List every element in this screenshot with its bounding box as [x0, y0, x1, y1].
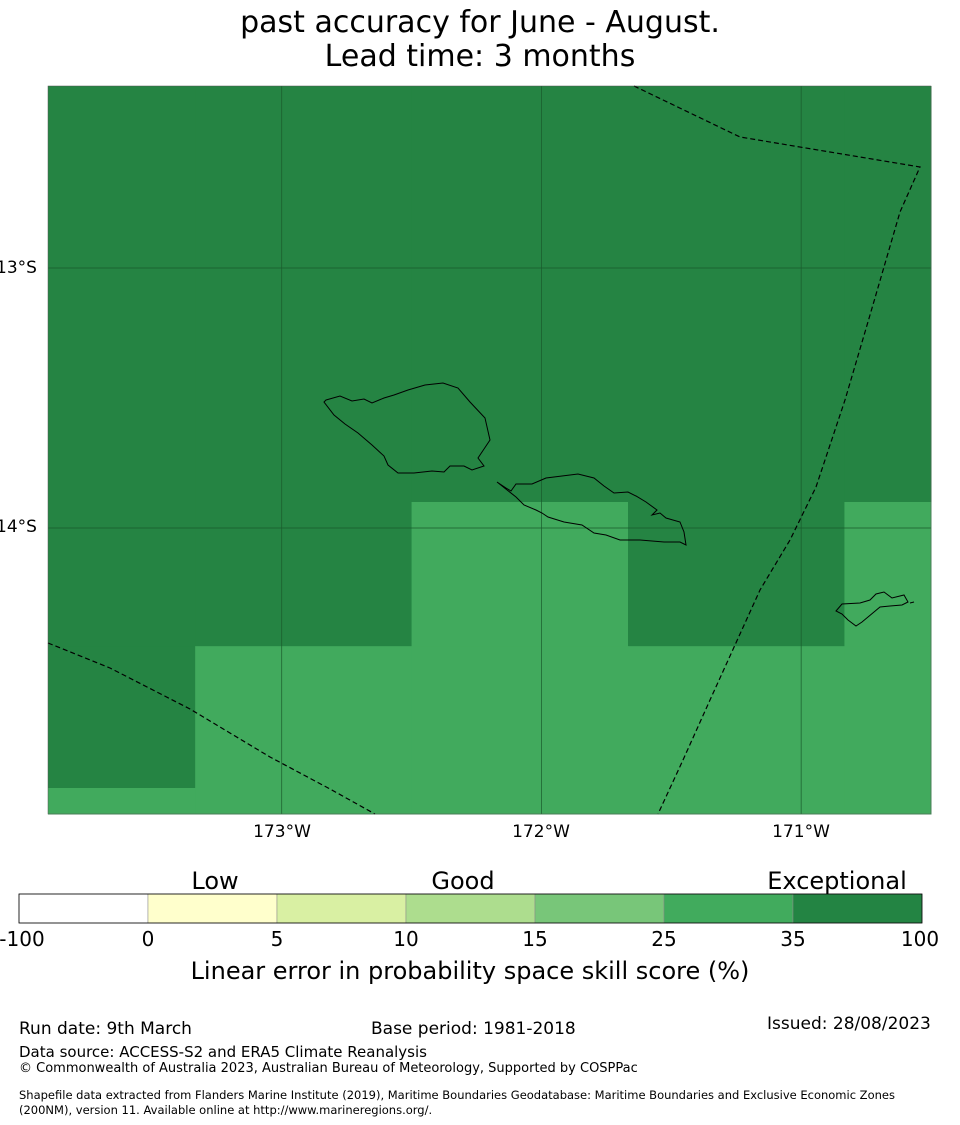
skill-cell	[844, 502, 932, 647]
colorbar-segment	[147, 893, 278, 924]
lat-label-13s: 13°S	[0, 258, 37, 278]
colorbar-segment	[405, 893, 536, 924]
colorbar-tick: 25	[651, 927, 677, 951]
skill-cell	[48, 788, 196, 815]
manua-island-group	[835, 591, 909, 627]
map-gridlines	[48, 86, 931, 814]
skill-cell	[195, 86, 413, 503]
map-frame	[47, 85, 932, 815]
map-title-line-2: Lead time: 3 months	[324, 39, 636, 74]
colorbar-outline	[18, 893, 923, 924]
colorbar-segment	[792, 893, 923, 924]
skill-cell	[48, 86, 196, 503]
skill-cell	[48, 502, 196, 647]
skill-cell	[48, 646, 196, 789]
copyright-notice: © Commonwealth of Australia 2023, Austra…	[19, 1061, 638, 1076]
eez-boundary-north	[633, 85, 921, 815]
data-source: Data source: ACCESS-S2 and ERA5 Climate …	[19, 1043, 427, 1061]
colorbar-tick: 35	[780, 927, 806, 951]
skill-cell	[628, 86, 845, 503]
colorbar-tick: 15	[522, 927, 548, 951]
skill-cell	[628, 646, 845, 789]
upolu-island	[323, 382, 491, 474]
lon-label-173w: 173°W	[253, 822, 311, 842]
base-period: Base period: 1981-2018	[371, 1019, 576, 1039]
colorbar-tick: 10	[393, 927, 419, 951]
skill-cell	[628, 502, 845, 647]
skill-cell	[195, 788, 413, 815]
skill-cell	[411, 788, 629, 815]
skill-cell	[411, 502, 629, 647]
skill-cell	[844, 788, 932, 815]
colorbar-title: Linear error in probability space skill …	[190, 957, 750, 985]
shapefile-credit-line-2: (200NM), version 11. Available online at…	[19, 1103, 433, 1117]
colorbar-tick: -100	[0, 927, 45, 951]
skill-cell	[411, 646, 629, 789]
skill-cell	[844, 646, 932, 789]
skill-cell	[411, 86, 629, 503]
lon-label-172w: 172°W	[512, 822, 570, 842]
forecast-map	[18, 85, 932, 924]
run-date: Run date: 9th March	[19, 1019, 192, 1039]
lat-label-14s: 14°S	[0, 517, 37, 537]
category-exceptional: Exceptional	[767, 867, 907, 895]
skill-cell	[844, 86, 932, 503]
skill-cell	[195, 646, 413, 789]
issued-date: Issued: 28/08/2023	[767, 1014, 931, 1034]
skill-cell	[195, 502, 413, 647]
eez-boundary-southwest	[47, 642, 376, 815]
category-good: Good	[431, 867, 495, 895]
colorbar-segment	[276, 893, 407, 924]
colorbar-segment	[534, 893, 665, 924]
colorbar-segment	[663, 893, 794, 924]
colorbar-tick: 0	[141, 927, 155, 951]
map-title-line-1: past accuracy for June - August.	[240, 5, 720, 40]
colorbar-segment	[18, 893, 149, 924]
lon-label-171w: 171°W	[772, 822, 830, 842]
skill-cell	[628, 788, 845, 815]
tutuila-island	[496, 473, 687, 546]
colorbar	[18, 893, 923, 924]
shapefile-credit-line-1: Shapefile data extracted from Flanders M…	[19, 1088, 895, 1102]
colorbar-tick: 5	[270, 927, 284, 951]
category-low: Low	[191, 867, 239, 895]
small-islet	[909, 601, 915, 604]
colorbar-tick: 100	[900, 927, 940, 951]
skill-grid-cells	[48, 86, 932, 815]
